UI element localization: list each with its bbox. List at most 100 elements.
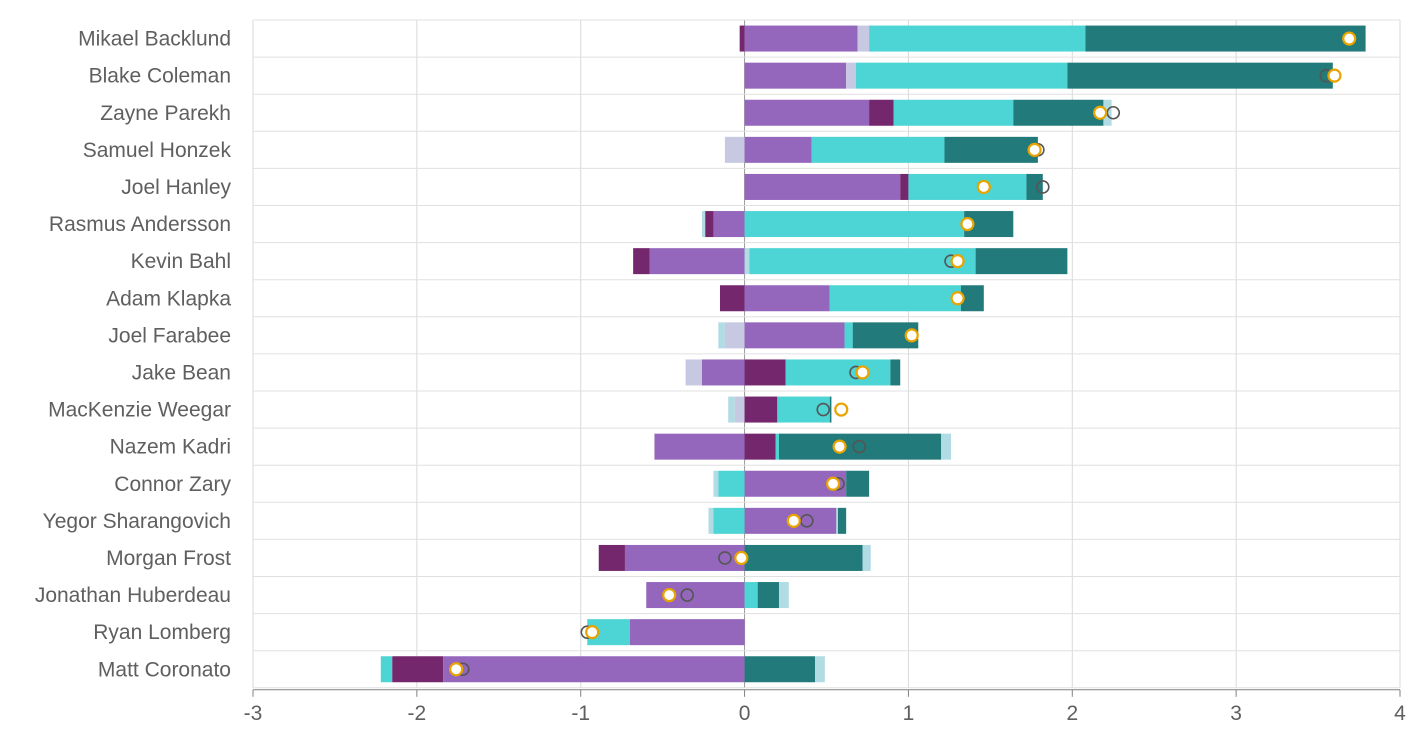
bar-segment xyxy=(724,136,745,163)
bar-segment xyxy=(701,211,706,238)
bar-segment xyxy=(908,173,1027,200)
bar-segment xyxy=(713,507,745,534)
previous-marker xyxy=(950,254,965,269)
bar-segment xyxy=(734,396,745,423)
player-label: Matt Coronato xyxy=(98,658,231,681)
bar-segment xyxy=(713,470,719,497)
bar-segment xyxy=(701,359,745,386)
bar-segment xyxy=(654,433,745,460)
player-label: Zayne Parekh xyxy=(100,102,231,125)
bar-segment xyxy=(598,544,625,571)
previous-marker xyxy=(449,662,464,677)
total-marker xyxy=(1035,180,1050,194)
player-label: Ryan Lomberg xyxy=(93,621,231,644)
bar-segment xyxy=(836,507,838,534)
bar-segment xyxy=(744,582,758,609)
bar-segment xyxy=(757,582,779,609)
bar-segment xyxy=(705,211,714,238)
bar-segment xyxy=(685,359,702,386)
bar-segment xyxy=(777,396,830,423)
bar-segment xyxy=(744,285,830,312)
bar-segment xyxy=(392,656,444,683)
total-marker xyxy=(718,551,732,565)
x-tick-label: 0 xyxy=(739,702,751,725)
player-label: Morgan Frost xyxy=(106,547,231,570)
previous-marker xyxy=(834,402,849,417)
bar-segment xyxy=(718,470,745,497)
x-tick-label: -2 xyxy=(408,702,427,725)
player-label: Nazem Kadri xyxy=(110,436,231,459)
bar-segment xyxy=(744,25,858,52)
player-label: Samuel Honzek xyxy=(83,139,232,162)
bar-segment xyxy=(775,433,779,460)
bar-segment xyxy=(844,322,853,349)
bar-segment xyxy=(646,582,745,609)
bar-segment xyxy=(944,136,1038,163)
bar-segment xyxy=(893,99,1014,126)
bar-segment xyxy=(744,656,816,683)
previous-marker xyxy=(1327,68,1342,83)
x-tick-label: 1 xyxy=(903,702,915,725)
bar-segment xyxy=(785,359,891,386)
bar-segment xyxy=(1067,62,1333,89)
bar-segment xyxy=(718,322,725,349)
bar-segment xyxy=(744,99,870,126)
x-tick-label: 3 xyxy=(1230,702,1242,725)
bar-segment xyxy=(744,433,776,460)
x-tick-label: 2 xyxy=(1066,702,1078,725)
bar-segment xyxy=(829,396,832,423)
bar-segment xyxy=(1026,173,1043,200)
bar-segment xyxy=(1085,25,1366,52)
total-marker xyxy=(816,402,831,417)
total-marker xyxy=(800,514,814,528)
bar-segment xyxy=(778,582,789,609)
bar-segment xyxy=(900,173,909,200)
bar-segment xyxy=(815,656,825,683)
bar-segment xyxy=(744,544,863,571)
player-label: Connor Zary xyxy=(114,473,231,496)
bar-segment xyxy=(778,433,942,460)
player-labels: Mikael Backlund Blake Coleman Zayne Parekh… xyxy=(35,28,232,682)
bar-segment xyxy=(749,248,976,275)
bar-segment xyxy=(713,211,745,238)
previous-marker xyxy=(904,328,919,343)
bar-segment xyxy=(719,285,745,312)
bar-segment xyxy=(649,248,745,275)
previous-marker xyxy=(832,439,847,454)
markers-layer xyxy=(449,31,1357,677)
x-tick-label: 4 xyxy=(1394,702,1406,725)
bar-segment xyxy=(633,248,650,275)
bar-segment xyxy=(975,248,1068,275)
total-marker xyxy=(852,439,867,454)
bar-segment xyxy=(744,396,778,423)
previous-marker xyxy=(786,513,801,528)
bar-segment xyxy=(869,25,1086,52)
previous-marker xyxy=(825,476,841,491)
bar-segment xyxy=(744,136,812,163)
player-label: Joel Hanley xyxy=(121,176,231,199)
bar-segment xyxy=(857,25,870,52)
bar-segment xyxy=(443,656,745,683)
previous-marker xyxy=(960,216,975,232)
bar-segment xyxy=(629,619,745,646)
player-label: Jake Bean xyxy=(132,361,231,384)
bar-segment xyxy=(811,136,945,163)
bar-segment xyxy=(890,359,901,386)
total-marker xyxy=(1106,105,1121,120)
bar-segment xyxy=(624,544,745,571)
bar-segment xyxy=(728,396,735,423)
bar-segment xyxy=(744,359,786,386)
player-label: Joel Farabee xyxy=(108,324,231,347)
x-axis: -3 -2 -1 0 1 2 3 4 xyxy=(244,689,1406,725)
total-marker xyxy=(680,588,695,602)
x-tick-label: -3 xyxy=(244,702,263,725)
bar-segment xyxy=(941,433,952,460)
player-label: Adam Klapka xyxy=(106,287,231,310)
bar-segment xyxy=(744,322,845,349)
player-label: Jonathan Huberdeau xyxy=(35,584,231,607)
bar-segment xyxy=(960,285,984,312)
previous-marker xyxy=(734,550,749,566)
bar-segment xyxy=(744,248,750,275)
bar-segment xyxy=(837,507,847,534)
